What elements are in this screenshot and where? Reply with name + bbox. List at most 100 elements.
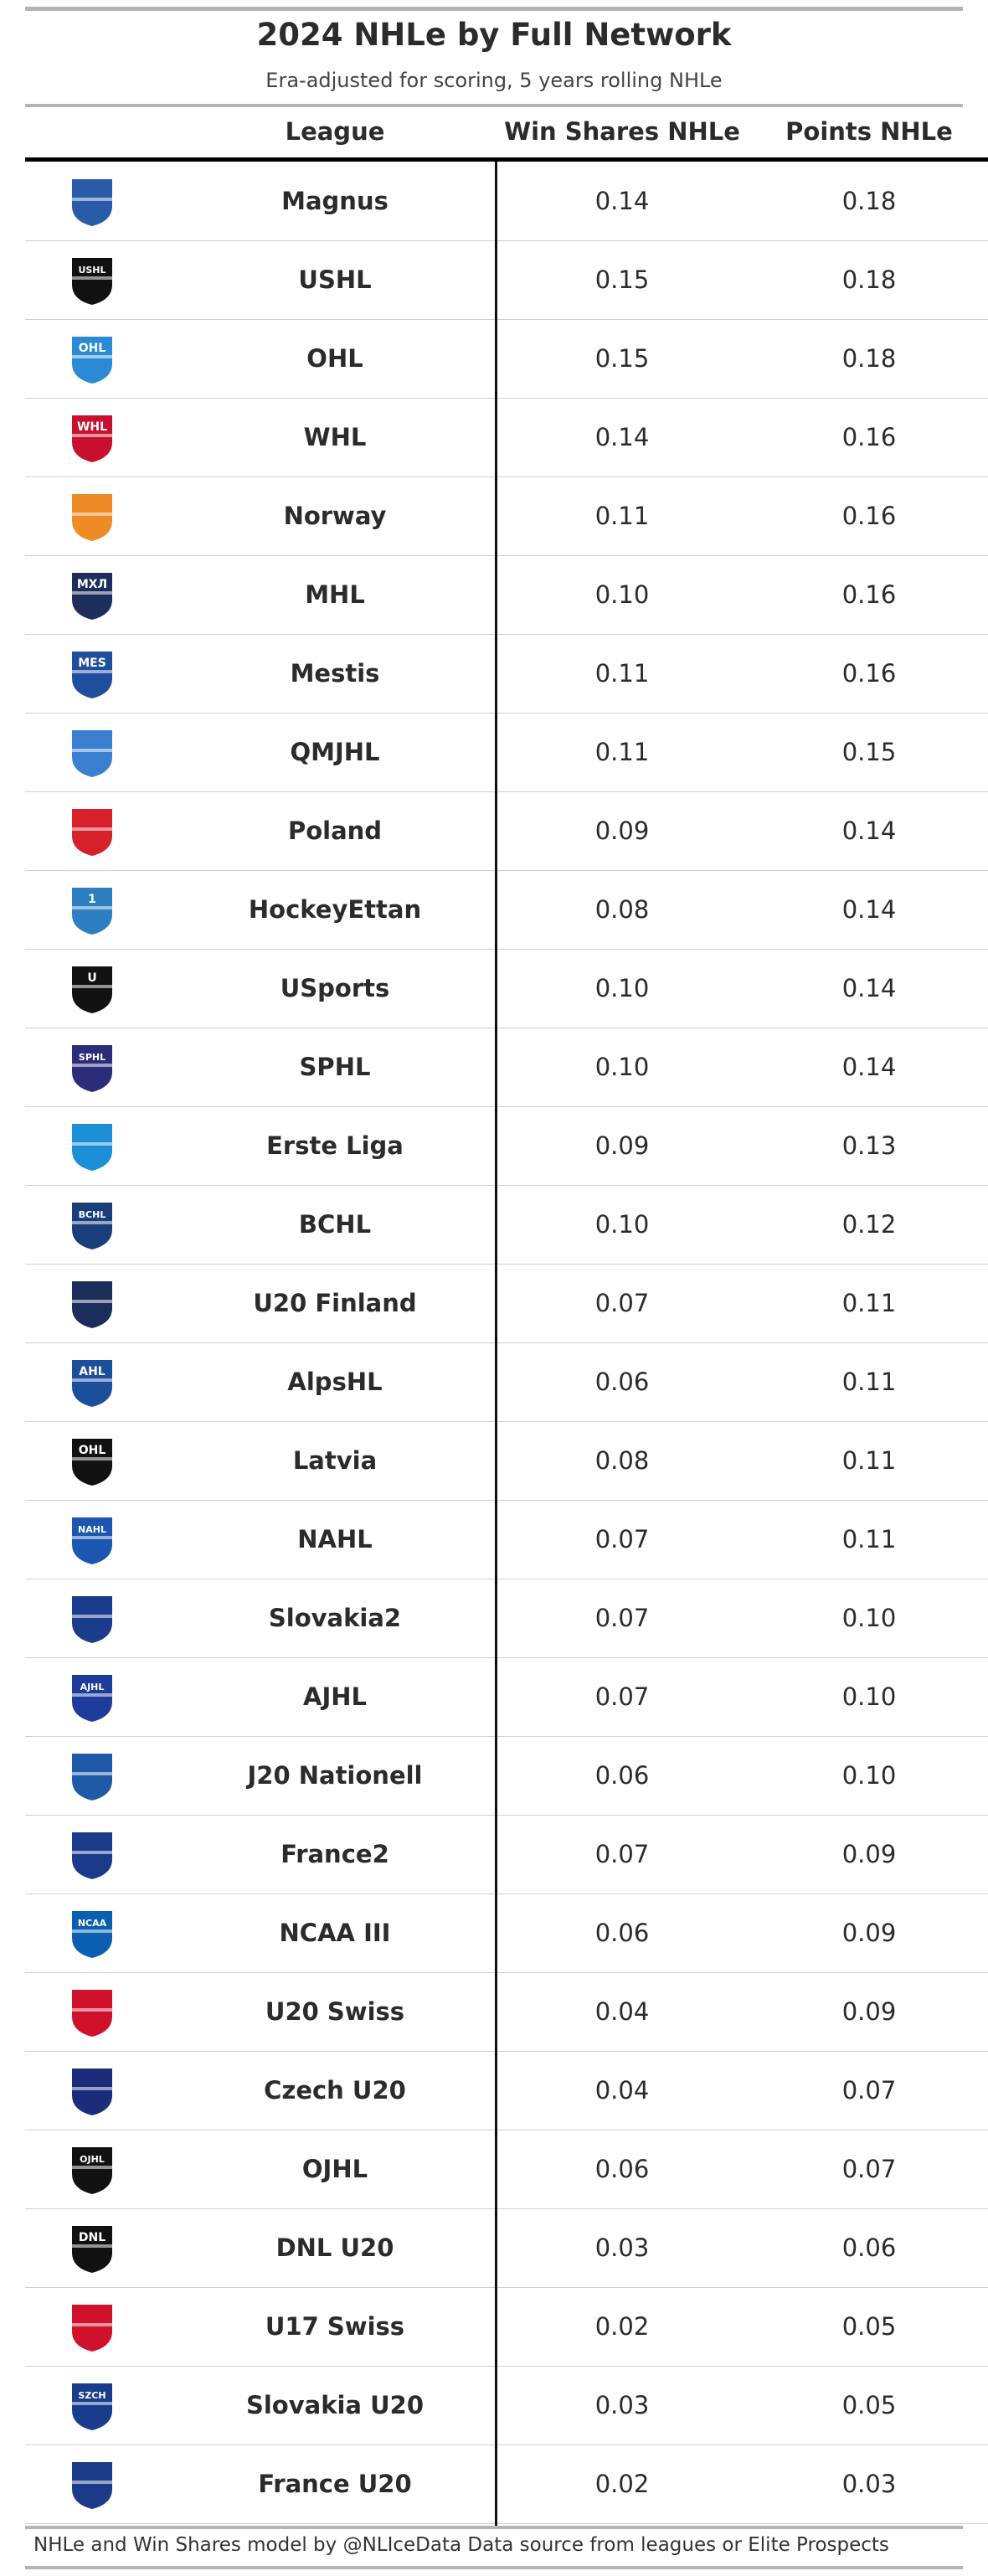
table-row: BCHL BCHL 0.10 0.12 — [25, 1185, 988, 1265]
magnus-logo — [25, 162, 163, 240]
dnl-logo-graphic: DNL — [72, 2226, 112, 2273]
logo-stripe — [72, 1064, 112, 1067]
logo-emblem — [72, 1045, 112, 1092]
league-name: Slovakia2 — [268, 1604, 402, 1632]
logo-stripe — [72, 2087, 112, 2090]
points-value: 0.11 — [841, 1525, 897, 1553]
points-value: 0.16 — [841, 502, 897, 530]
chart-subtitle: Era-adjusted for scoring, 5 years rollin… — [265, 69, 723, 92]
slovakia2-logo — [25, 1579, 163, 1657]
poland-logo-graphic — [72, 809, 112, 856]
table-row: USHL USHL 0.15 0.18 — [25, 240, 988, 320]
points-value: 0.18 — [841, 265, 897, 294]
points-value: 0.18 — [841, 187, 897, 215]
logo-stripe — [72, 1851, 112, 1854]
win-shares-value: 0.06 — [594, 1761, 650, 1790]
logo-stripe — [72, 1929, 112, 1933]
table-row: NAHL NAHL 0.07 0.11 — [25, 1500, 988, 1579]
logo-text: SPHL — [79, 1052, 105, 1063]
points-value: 0.14 — [841, 817, 897, 845]
u20-swiss-logo-graphic — [72, 1990, 112, 2037]
logo-emblem — [72, 2069, 112, 2115]
mhl-logo: МХЛ — [25, 555, 163, 634]
czech-u20-logo — [25, 2051, 163, 2130]
league-name: AlpsHL — [287, 1368, 383, 1396]
table-row: DNL DNL U20 0.03 0.06 — [25, 2208, 988, 2288]
points-value: 0.09 — [841, 1997, 897, 2026]
logo-text: WHL — [77, 420, 107, 434]
points-value: 0.07 — [841, 2155, 897, 2183]
logo-stripe — [72, 827, 112, 831]
logo-emblem — [72, 2305, 112, 2352]
table-row: Erste Liga 0.09 0.13 — [25, 1106, 988, 1186]
points-value: 0.07 — [841, 2076, 897, 2105]
points-value: 0.12 — [841, 1210, 897, 1239]
logo-text: AJHL — [80, 1682, 105, 1692]
league-name: France U20 — [258, 2470, 412, 2498]
slovakia-u20-logo-graphic: SZCH — [72, 2383, 112, 2430]
footer-rule — [25, 2566, 963, 2569]
logo-emblem — [72, 2383, 112, 2430]
logo-emblem — [72, 1596, 112, 1643]
logo-stripe — [72, 985, 112, 988]
win-shares-value: 0.07 — [594, 1840, 650, 1868]
header-win-shares: Win Shares NHLe — [504, 117, 740, 146]
league-name: SPHL — [299, 1053, 371, 1081]
sphl-logo-graphic: SPHL — [72, 1045, 112, 1092]
france2-logo — [25, 1815, 163, 1893]
logo-emblem — [72, 415, 112, 462]
whl-logo: WHL — [25, 398, 163, 477]
ncaa-logo-graphic: NCAA — [72, 1911, 112, 1958]
logo-stripe — [72, 1536, 112, 1539]
table-row: МХЛ MHL 0.10 0.16 — [25, 555, 988, 635]
league-name: NAHL — [297, 1525, 373, 1553]
win-shares-value: 0.15 — [594, 265, 650, 294]
slovakia2-logo-graphic — [72, 1596, 112, 1643]
league-name: Latvia — [292, 1446, 378, 1475]
logo-emblem — [72, 1124, 112, 1171]
u20-finland-logo — [25, 1264, 163, 1342]
logo-stripe — [72, 670, 112, 673]
win-shares-value: 0.10 — [594, 1210, 650, 1239]
points-value: 0.09 — [841, 1919, 897, 1947]
ajhl-logo: AJHL — [25, 1657, 163, 1736]
logo-emblem — [72, 2226, 112, 2273]
header-points: Points NHLe — [785, 117, 953, 146]
j20-nationell-logo — [25, 1736, 163, 1815]
nahl-logo-graphic: NAHL — [72, 1517, 112, 1564]
league-name: DNL U20 — [275, 2233, 394, 2262]
footer-note: NHLe and Win Shares model by @NLIceData … — [33, 2534, 889, 2556]
table-row: OHL OHL 0.15 0.18 — [25, 319, 988, 399]
chart-title: 2024 NHLe by Full Network — [256, 17, 732, 53]
table-row: MES Mestis 0.11 0.16 — [25, 634, 988, 714]
points-value: 0.11 — [841, 1368, 897, 1396]
win-shares-value: 0.07 — [594, 1682, 650, 1711]
win-shares-value: 0.04 — [594, 1997, 650, 2026]
league-name: OHL — [306, 344, 363, 373]
league-name: HockeyEttan — [248, 895, 422, 924]
top-rule — [25, 7, 963, 11]
league-name: Poland — [287, 817, 383, 845]
points-value: 0.16 — [841, 423, 897, 451]
points-value: 0.05 — [841, 2312, 897, 2341]
points-value: 0.14 — [841, 974, 897, 1002]
logo-emblem — [72, 258, 112, 305]
bottom-rule — [25, 2526, 963, 2529]
mestis-logo: MES — [25, 634, 163, 713]
league-name: Norway — [283, 502, 387, 530]
poland-logo — [25, 791, 163, 870]
logo-emblem — [72, 1281, 112, 1328]
logo-emblem — [72, 1517, 112, 1564]
logo-emblem — [72, 1754, 112, 1801]
ohl-logo: OHL — [25, 319, 163, 398]
table-row: Norway 0.11 0.16 — [25, 477, 988, 556]
table-row: SPHL SPHL 0.10 0.14 — [25, 1028, 988, 1107]
logo-stripe — [72, 2166, 112, 2169]
league-name: QMJHL — [290, 738, 380, 766]
logo-stripe — [72, 434, 112, 437]
table-row: 1 HockeyEttan 0.08 0.14 — [25, 870, 988, 950]
logo-stripe — [72, 1142, 112, 1146]
win-shares-value: 0.08 — [594, 895, 650, 924]
win-shares-value: 0.03 — [594, 2233, 650, 2262]
logo-text: DNL — [79, 2231, 105, 2244]
